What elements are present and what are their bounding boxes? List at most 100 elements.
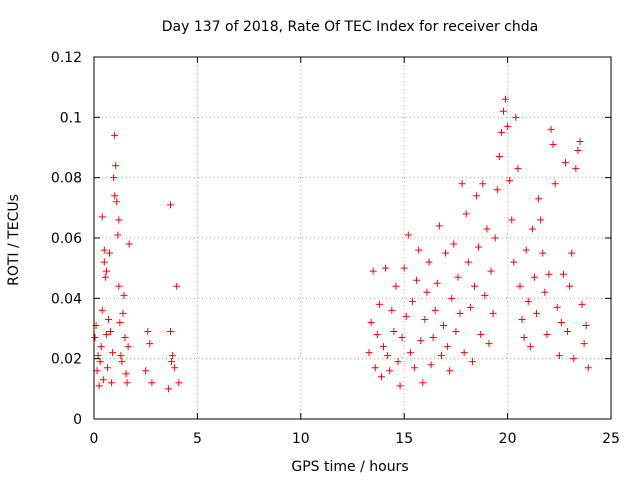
data-point (578, 300, 586, 308)
data-point (148, 379, 156, 387)
data-point (483, 225, 491, 233)
data-point (115, 216, 123, 224)
data-point (499, 107, 507, 115)
data-point (142, 367, 150, 375)
data-point (99, 376, 107, 384)
data-point (433, 279, 441, 287)
data-point (146, 340, 154, 348)
data-point (481, 291, 489, 299)
data-point (559, 270, 567, 278)
data-point (388, 306, 396, 314)
data-point (425, 258, 433, 266)
data-point (123, 379, 131, 387)
data-point (112, 162, 120, 170)
data-point (110, 174, 118, 182)
data-point (104, 315, 112, 323)
plot-frame (93, 56, 612, 420)
x-tick-label: 25 (602, 431, 620, 447)
data-point (390, 328, 398, 336)
data-point (582, 321, 590, 329)
data-point (413, 276, 421, 284)
data-point (572, 165, 580, 173)
data-point (375, 300, 383, 308)
y-tick-label: 0.04 (51, 291, 82, 307)
data-point (100, 246, 108, 254)
y-tick-label: 0.02 (51, 352, 82, 368)
data-point (406, 349, 414, 357)
data-point (417, 337, 425, 345)
data-point (169, 352, 177, 360)
x-axis-title: GPS time / hours (291, 459, 408, 475)
data-point (468, 358, 476, 366)
data-point (444, 343, 452, 351)
data-point (167, 201, 175, 209)
x-tick-label: 20 (499, 431, 517, 447)
data-point (382, 264, 390, 272)
data-point (466, 303, 474, 311)
data-point (580, 340, 588, 348)
data-point (115, 282, 123, 290)
data-point (541, 288, 549, 296)
data-point (518, 315, 526, 323)
data-point (96, 358, 104, 366)
data-point (108, 379, 116, 387)
data-point (528, 225, 536, 233)
data-point (566, 282, 574, 290)
data-point (173, 282, 181, 290)
data-point (100, 258, 108, 266)
data-point (369, 267, 377, 275)
data-point (396, 382, 404, 390)
data-point (392, 282, 400, 290)
data-point (475, 243, 483, 251)
data-point (442, 249, 450, 257)
data-point (539, 249, 547, 257)
data-point (522, 246, 530, 254)
data-point (557, 318, 565, 326)
data-point (524, 297, 532, 305)
data-point (485, 340, 493, 348)
data-point (371, 364, 379, 372)
x-tick-label: 10 (292, 431, 310, 447)
data-point (520, 334, 528, 342)
data-point (404, 231, 412, 239)
data-point (526, 343, 534, 351)
data-point (384, 352, 392, 360)
data-point (450, 240, 458, 248)
data-point (386, 367, 394, 375)
data-point (456, 309, 464, 317)
data-point (533, 309, 541, 317)
data-point (570, 355, 578, 363)
data-point (377, 373, 385, 381)
data-point (402, 312, 410, 320)
data-point (102, 267, 110, 275)
data-point (574, 147, 582, 155)
data-point (421, 315, 429, 323)
data-point (551, 180, 559, 188)
data-point (93, 367, 101, 375)
data-point (109, 349, 117, 357)
data-point (116, 318, 124, 326)
data-point (97, 343, 105, 351)
x-tick-label: 0 (90, 431, 99, 447)
data-point (547, 125, 555, 133)
data-point (512, 113, 520, 121)
data-point (535, 195, 543, 203)
chart-title: Day 137 of 2018, Rate Of TEC Index for r… (162, 19, 538, 35)
data-point (537, 216, 545, 224)
data-point (543, 331, 551, 339)
x-tick-label: 15 (395, 431, 413, 447)
data-point (164, 385, 172, 393)
data-point (400, 264, 408, 272)
data-point (91, 334, 99, 342)
data-point (508, 216, 516, 224)
data-point (473, 192, 481, 200)
data-point (111, 131, 119, 139)
data-point (167, 328, 175, 336)
data-point (471, 282, 479, 290)
grid-lines (94, 57, 611, 419)
data-point (504, 122, 512, 130)
data-point (514, 165, 522, 173)
data-point (106, 249, 114, 257)
data-point (429, 334, 437, 342)
